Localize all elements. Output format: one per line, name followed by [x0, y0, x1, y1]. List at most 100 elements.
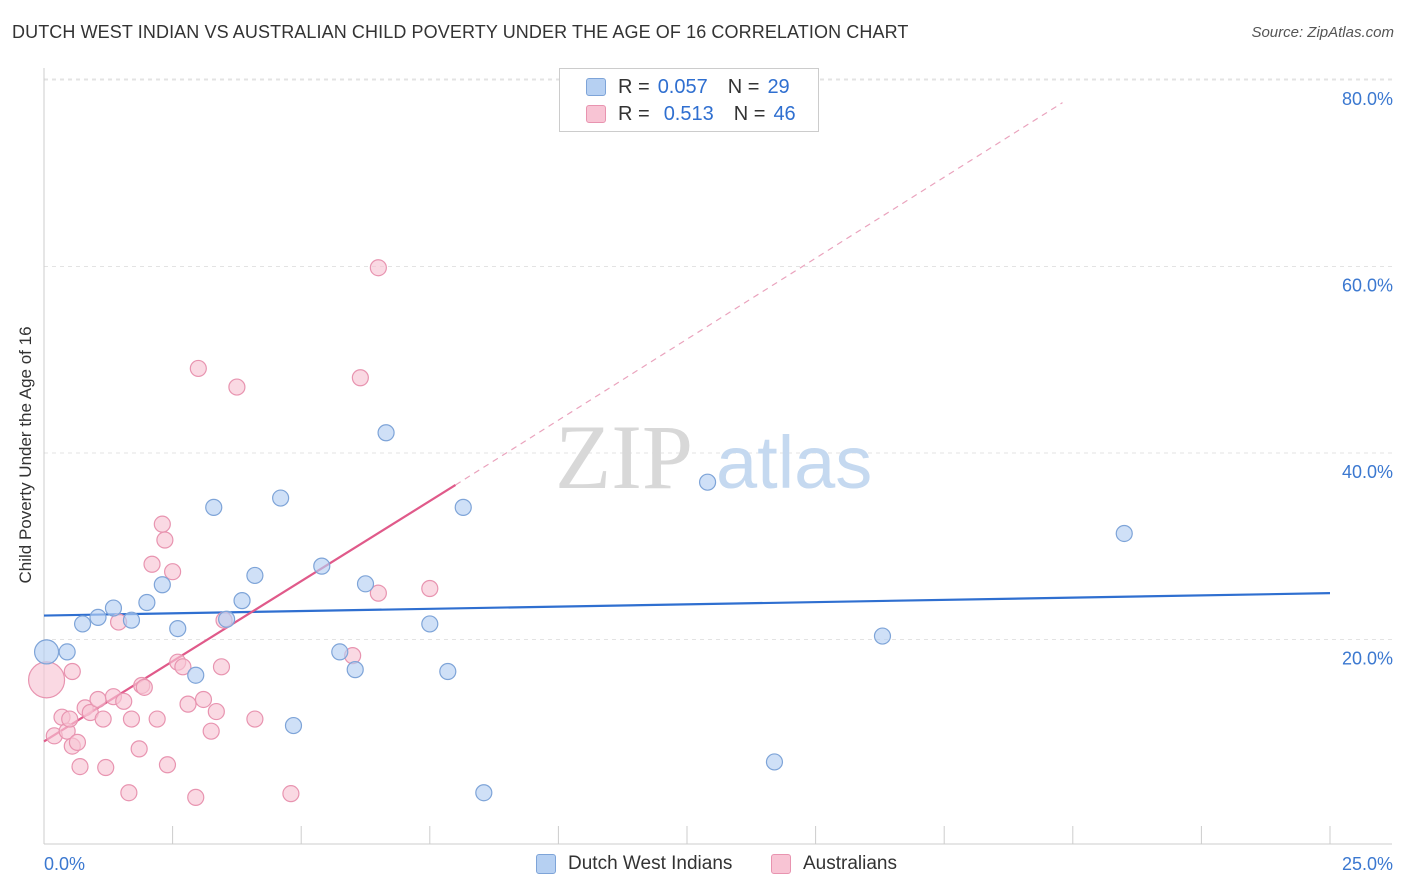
tick-labels: 20.0% 40.0% 60.0% 80.0% 0.0% 25.0% — [44, 89, 1393, 874]
bottom-legend-label: Australians — [803, 853, 897, 874]
point-australians — [228, 378, 246, 396]
point-australians — [120, 784, 138, 802]
point-dutch-west-indians — [284, 716, 303, 735]
point-australians — [63, 662, 81, 681]
point-dutch-west-indians — [421, 615, 439, 633]
point-dutch-west-indians — [313, 557, 331, 575]
bottom-legend-swatch-blue — [536, 854, 556, 874]
point-australians — [61, 710, 79, 728]
legend-n-label: N = — [733, 102, 766, 125]
legend-r-value: 0.057 — [657, 75, 708, 98]
point-australians — [369, 259, 387, 277]
point-australians — [207, 702, 225, 721]
legend-n-label: N = — [727, 75, 760, 98]
point-dutch-west-indians — [331, 643, 349, 661]
data-points — [27, 259, 1133, 806]
point-australians — [212, 658, 231, 676]
point-dutch-west-indians — [73, 615, 92, 633]
watermark-atlas: atlas — [716, 421, 872, 504]
point-australians — [179, 695, 197, 713]
point-australians — [71, 758, 89, 776]
legend-n-value: 29 — [767, 75, 790, 98]
legend-row-australians: R = 0.513 N = 46 — [586, 102, 796, 126]
point-dutch-west-indians — [272, 489, 290, 507]
point-australians — [164, 563, 182, 581]
point-dutch-west-indians — [475, 784, 493, 802]
point-dutch-west-indians — [246, 566, 264, 585]
point-dutch-west-indians — [233, 592, 251, 610]
point-dutch-west-indians — [698, 473, 717, 491]
point-australians — [369, 584, 387, 602]
y-axis-label: Child Poverty Under the Age of 16 — [16, 326, 35, 584]
point-dutch-west-indians — [377, 424, 395, 442]
point-australians — [187, 788, 205, 806]
point-dutch-west-indians — [169, 619, 187, 638]
point-australians — [130, 740, 148, 758]
y-tick-label: 80.0% — [1342, 89, 1393, 109]
point-australians — [94, 710, 112, 728]
point-dutch-west-indians — [33, 639, 60, 665]
correlation-legend: R = 0.057 N = 29 R = 0.513 N = 46 — [559, 68, 819, 132]
point-dutch-west-indians — [187, 666, 205, 684]
point-australians — [189, 359, 207, 378]
point-dutch-west-indians — [439, 662, 457, 681]
point-dutch-west-indians — [218, 610, 236, 628]
bottom-legend-australians: Australians — [771, 852, 897, 876]
legend-n-value: 46 — [773, 102, 796, 125]
point-australians — [246, 710, 264, 728]
point-australians — [174, 658, 192, 676]
point-dutch-west-indians — [104, 599, 123, 617]
point-australians — [143, 555, 161, 573]
point-australians — [27, 661, 66, 699]
legend-row-dutch-west-indians: R = 0.057 N = 29 — [586, 75, 790, 99]
point-australians — [97, 758, 115, 777]
legend-swatch-blue — [586, 78, 606, 96]
trendline-australians-extension — [455, 102, 1063, 486]
point-australians — [194, 690, 213, 709]
point-australians — [156, 531, 174, 549]
point-dutch-west-indians — [58, 643, 76, 661]
y-tick-label: 20.0% — [1342, 649, 1393, 669]
legend-r-value: 0.513 — [663, 102, 714, 125]
point-dutch-west-indians — [765, 753, 784, 771]
point-australians — [282, 785, 300, 803]
point-australians — [122, 710, 141, 728]
point-dutch-west-indians — [138, 593, 156, 612]
axes — [43, 68, 1392, 845]
trendline-dutch-west-indians — [43, 592, 1331, 617]
point-australians — [421, 579, 439, 598]
chart-title: DUTCH WEST INDIAN VS AUSTRALIAN CHILD PO… — [12, 22, 909, 42]
point-australians — [68, 733, 87, 751]
y-tick-label: 40.0% — [1342, 462, 1393, 482]
bottom-legend-dutch-west-indians: Dutch West Indians — [536, 852, 732, 876]
y-tick-label: 60.0% — [1342, 276, 1393, 296]
point-australians — [115, 692, 133, 710]
point-australians — [158, 756, 177, 774]
bottom-legend-label: Dutch West Indians — [568, 853, 733, 874]
gridlines — [44, 78, 1392, 640]
point-australians — [135, 678, 153, 696]
point-dutch-west-indians — [1115, 524, 1133, 543]
point-australians — [202, 722, 220, 740]
x-tick-label: 0.0% — [44, 854, 85, 874]
point-australians — [148, 710, 166, 728]
bottom-legend-swatch-pink — [771, 854, 791, 874]
watermark-zip: ZIP — [555, 406, 693, 508]
legend-swatch-pink — [586, 105, 606, 123]
point-dutch-west-indians — [356, 575, 375, 593]
point-australians — [153, 515, 171, 533]
source-label: Source: ZipAtlas.com — [1251, 24, 1394, 41]
point-dutch-west-indians — [873, 627, 892, 645]
legend-r-label: R = — [618, 75, 650, 98]
point-australians — [89, 690, 107, 709]
watermark: ZIP atlas — [555, 406, 872, 508]
point-australians — [351, 369, 369, 387]
point-dutch-west-indians — [346, 661, 364, 679]
point-dutch-west-indians — [153, 576, 171, 594]
point-dutch-west-indians — [454, 498, 472, 516]
point-dutch-west-indians — [89, 608, 107, 627]
point-dutch-west-indians — [205, 498, 223, 516]
legend-r-label: R = — [618, 102, 650, 125]
point-dutch-west-indians — [122, 611, 141, 629]
